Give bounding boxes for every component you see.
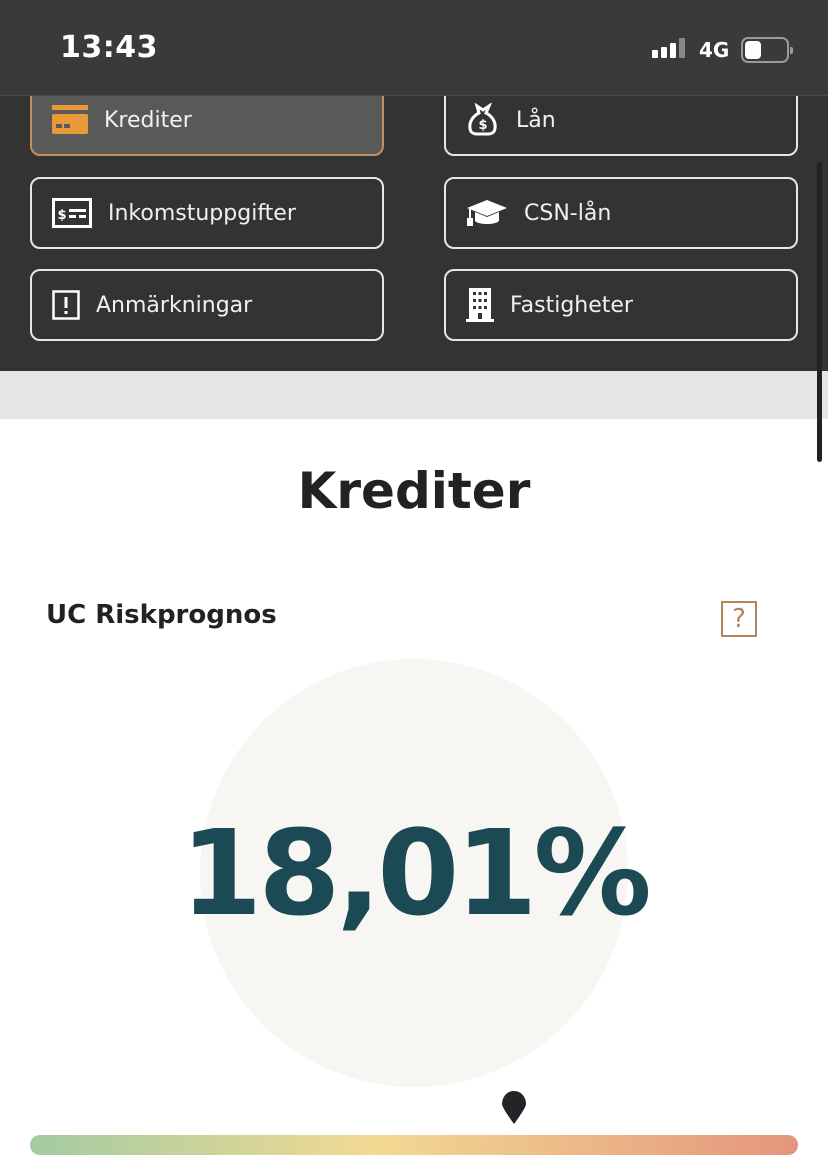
nav-label: Anmärkningar xyxy=(96,292,253,318)
svg-text:$: $ xyxy=(57,208,66,223)
map-pin-icon xyxy=(501,1091,526,1124)
network-type: 4G xyxy=(699,38,730,62)
clock: 13:43 xyxy=(60,30,158,65)
status-bar: 13:43 4G xyxy=(0,0,828,96)
risk-value: 18,01% xyxy=(180,804,651,942)
exclamation-icon xyxy=(52,290,80,320)
help-button[interactable]: ? xyxy=(721,601,757,637)
money-bag-icon: $ xyxy=(468,103,497,136)
category-nav: Krediter $ Lån $ Inkomstuppgifter CSN-lå… xyxy=(0,96,828,371)
divider xyxy=(0,371,828,419)
nav-label: Krediter xyxy=(104,107,192,133)
credit-card-icon xyxy=(52,105,88,134)
nav-label: CSN-lån xyxy=(524,200,612,226)
nav-anmarkningar-button[interactable]: Anmärkningar xyxy=(30,269,384,341)
nav-fastigheter-button[interactable]: Fastigheter xyxy=(444,269,798,341)
building-icon xyxy=(466,288,494,322)
svg-text:$: $ xyxy=(478,118,487,133)
risk-scale-bar xyxy=(30,1135,798,1155)
risk-forecast-label: UC Riskprognos xyxy=(46,600,277,630)
battery-icon xyxy=(741,37,793,63)
nav-label: Inkomstuppgifter xyxy=(108,200,296,226)
section-title: Krediter xyxy=(297,462,531,520)
signal-icon xyxy=(652,38,685,58)
risk-circle: 18,01% xyxy=(180,659,652,1087)
nav-label: Lån xyxy=(516,107,556,133)
nav-csn-lan-button[interactable]: CSN-lån xyxy=(444,177,798,249)
nav-krediter-button[interactable]: Krediter xyxy=(30,96,384,156)
nav-inkomstuppgifter-button[interactable]: $ Inkomstuppgifter xyxy=(30,177,384,249)
nav-lan-button[interactable]: $ Lån xyxy=(444,96,798,156)
scrollbar[interactable] xyxy=(817,162,822,462)
graduation-cap-icon xyxy=(467,200,507,226)
income-card-icon: $ xyxy=(52,198,92,228)
nav-label: Fastigheter xyxy=(510,292,633,318)
